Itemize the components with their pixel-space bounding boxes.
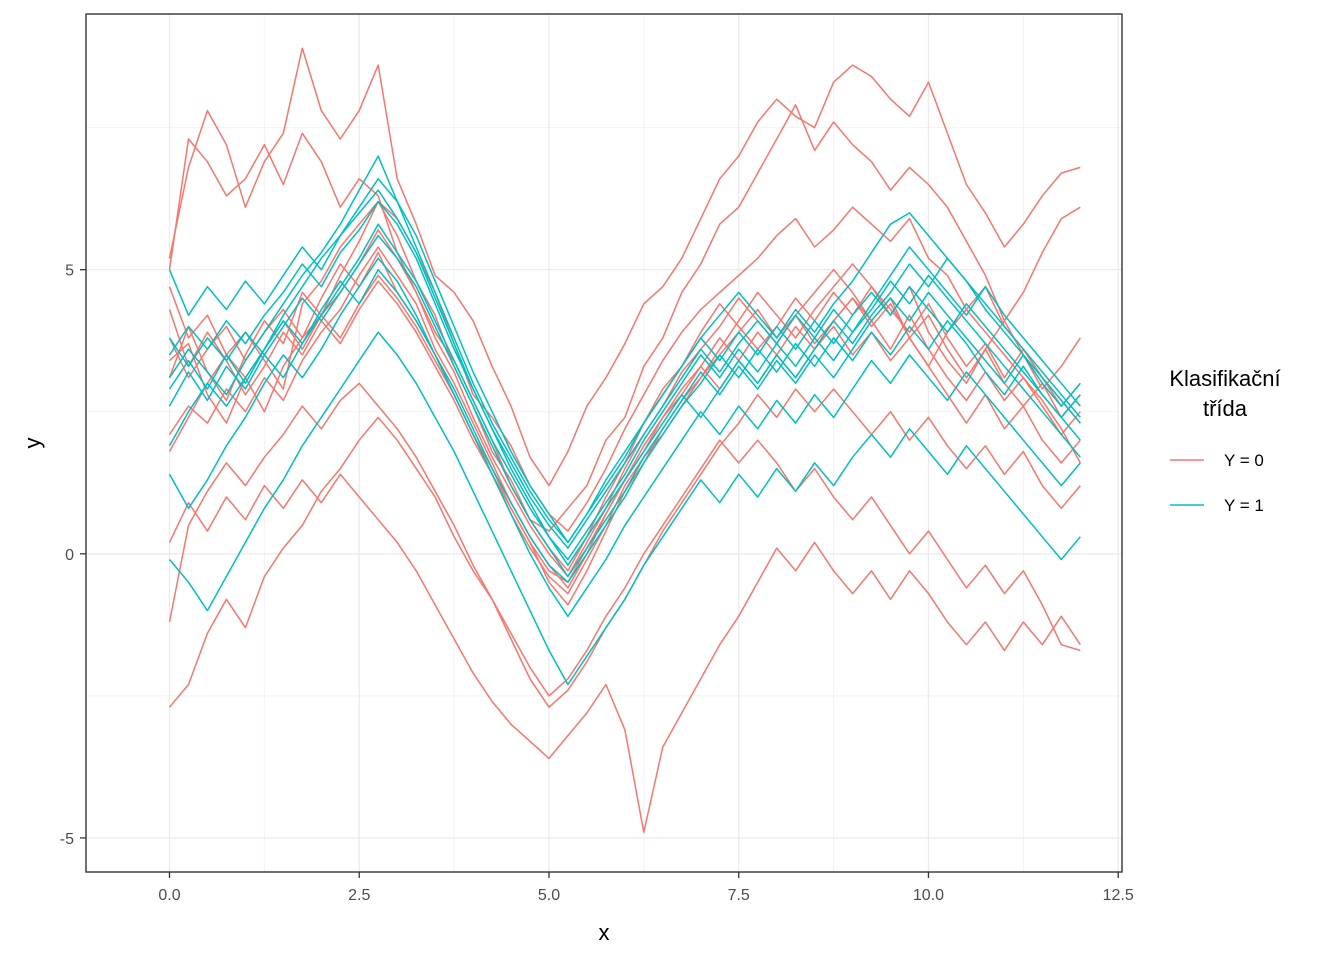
y-tick-label: 5: [65, 263, 74, 280]
series-line-y0: [168, 473, 1081, 833]
grid-minor: [86, 14, 1122, 872]
series-line-y1: [168, 200, 1081, 549]
series-line-y1: [168, 155, 1081, 544]
legend-item: Y = 0: [1170, 451, 1264, 470]
y-axis-title: y: [20, 438, 45, 449]
series-line-y1: [168, 234, 1081, 578]
legend-item: Y = 1: [1170, 496, 1264, 515]
x-tick-label: 12.5: [1103, 887, 1134, 904]
y-tick-label: 0: [65, 547, 74, 564]
series-line-y0: [168, 416, 1081, 708]
legend-title: třída: [1203, 396, 1248, 421]
legend-label: Y = 1: [1224, 496, 1264, 515]
series-line-y1: [168, 268, 1081, 583]
series-line-y1: [168, 189, 1081, 566]
series-line-y0: [168, 47, 1081, 487]
y-axis: -5 0 5: [60, 263, 86, 848]
series-layer: [168, 47, 1081, 833]
legend: Klasifikační třída Y = 0 Y = 1: [1169, 366, 1280, 515]
series-line-y1: [168, 331, 1081, 686]
x-tick-label: 0.0: [158, 887, 180, 904]
x-tick-label: 2.5: [348, 887, 370, 904]
y-tick-label: -5: [60, 831, 74, 848]
series-line-y1: [168, 223, 1081, 561]
x-axis: 0.0 2.5 5.0 7.5 10.0 12.5: [158, 872, 1134, 904]
series-line-y0: [168, 104, 1081, 532]
series-line-y1: [168, 257, 1081, 618]
x-axis-title: x: [599, 920, 610, 945]
legend-label: Y = 0: [1224, 451, 1264, 470]
x-tick-label: 7.5: [728, 887, 750, 904]
legend-title: Klasifikační: [1169, 366, 1280, 391]
x-tick-label: 5.0: [538, 887, 560, 904]
panel-border: [85, 13, 1123, 873]
series-line-y1: [168, 178, 1081, 544]
x-tick-label: 10.0: [913, 887, 944, 904]
series-line-y0: [168, 200, 1081, 532]
